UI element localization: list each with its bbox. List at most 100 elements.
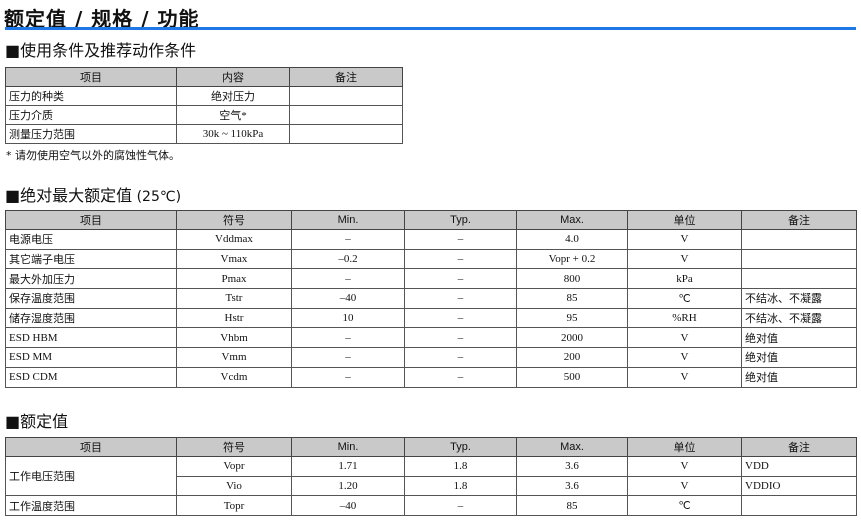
column-header: 备注: [741, 210, 857, 230]
table-cell: –: [404, 366, 517, 388]
table-row: ESD CDM Vcdm – –500 V 绝对值: [5, 366, 857, 388]
table-cell: –: [291, 347, 405, 368]
table-cell: V: [627, 327, 742, 349]
column-header: Min.: [291, 437, 405, 457]
table-cell: 空气*: [176, 105, 290, 125]
table-cell: Vmm: [176, 347, 292, 368]
table-cell: ESD CDM: [5, 366, 177, 388]
table-cell: V: [627, 456, 742, 477]
table-cell: Topr: [176, 495, 292, 517]
table-row: ESD MM Vmm – –200 V 绝对值: [5, 347, 857, 368]
table-cell: ESD MM: [5, 347, 177, 368]
table-cell: –: [291, 327, 405, 349]
table-cell: –: [404, 248, 517, 270]
table-cell: %RH: [627, 307, 742, 329]
table-cell: Vmax: [176, 248, 292, 270]
table-cell: 2000: [516, 327, 628, 349]
table-cell: 1.8: [404, 475, 517, 497]
table-row: 测量压力范围 30k ~ 110kPa: [5, 124, 403, 144]
table-cell: 最大外加压力: [5, 268, 177, 290]
table-cell: ℃: [627, 495, 742, 517]
table-cell: 绝对压力: [176, 86, 290, 106]
table-cell: 1.20: [291, 475, 405, 497]
table-cell: [741, 495, 857, 517]
table-cell: 压力介质: [5, 105, 177, 125]
table-cell: 85: [516, 495, 628, 517]
column-header: 备注: [741, 437, 857, 457]
table-cell: [741, 229, 857, 250]
table-row: 工作温度范围 Topr –40–85 ℃: [5, 495, 857, 517]
table-row: 保存温度范围 Tstr –40–85 ℃ 不结冰、不凝露: [5, 288, 857, 309]
table-cell: –: [291, 268, 405, 290]
column-header: Max.: [516, 437, 628, 457]
table-cell: Vhbm: [176, 327, 292, 349]
table-cell: 其它端子电压: [5, 248, 177, 270]
table-cell: 测量压力范围: [5, 124, 177, 144]
table-cell: V: [627, 229, 742, 250]
column-header: 内容: [176, 67, 290, 87]
column-header: 项目: [5, 210, 177, 230]
absolute-max-ratings-table: 项目 符号 Min. Typ. Max. 单位 备注 电源电压 Vddmax – –4.0 V 其它端…: [5, 210, 857, 388]
table-cell: –: [404, 495, 517, 517]
table-row: 压力介质 空气*: [5, 105, 403, 125]
table-cell: 绝对值: [741, 366, 857, 388]
table-cell: [289, 105, 403, 125]
table-cell: [741, 248, 857, 270]
table-cell: 200: [516, 347, 628, 368]
title-underline: [5, 27, 856, 30]
table-cell: Pmax: [176, 268, 292, 290]
column-header: 符号: [176, 210, 292, 230]
table-cell: [741, 268, 857, 290]
column-header: 备注: [289, 67, 403, 87]
table-cell: VDDIO: [741, 475, 857, 497]
table-cell: Vddmax: [176, 229, 292, 250]
table-cell: 800: [516, 268, 628, 290]
table-cell: V: [627, 475, 742, 497]
section-heading-ratings: ■额定值: [5, 412, 69, 431]
ratings-table: 项目 符号 Min. Typ. Max. 单位 备注 工作电压范围 Vopr 1.71 1.8 3.…: [5, 437, 857, 517]
table-row: 电源电压 Vddmax – –4.0 V: [5, 229, 857, 250]
table-cell: [289, 124, 403, 144]
column-header: Typ.: [404, 437, 517, 457]
table-cell: 储存湿度范围: [5, 307, 177, 329]
table-cell: 压力的种类: [5, 86, 177, 106]
table-cell: 1.71: [291, 456, 405, 477]
table-row: Vio 1.20 1.8 3.6 V VDDIO: [6, 475, 857, 497]
table-cell: 工作温度范围: [5, 495, 177, 517]
table-cell: 10: [291, 307, 405, 329]
table-cell: 3.6: [516, 456, 628, 477]
table-cell: –: [404, 288, 517, 309]
table-row: 其它端子电压 Vmax –0.2– Vopr + 0.2 V: [5, 248, 857, 270]
table-cell: kPa: [627, 268, 742, 290]
section-heading-operating-conditions: ■使用条件及推荐动作条件: [5, 41, 197, 60]
table-cell: ℃: [627, 288, 742, 309]
table-cell: Hstr: [176, 307, 292, 329]
table-cell: V: [627, 366, 742, 388]
table-cell: V: [627, 347, 742, 368]
table-cell: –: [291, 366, 405, 388]
table-cell: Vcdm: [176, 366, 292, 388]
table-cell: –: [404, 229, 517, 250]
table-cell: 工作电压范围: [5, 455, 177, 497]
table-cell: Vio: [176, 475, 292, 497]
table-row: ESD HBM Vhbm – –2000 V 绝对值: [5, 327, 857, 349]
table-cell: –0.2: [291, 248, 405, 270]
table-row: 压力的种类 绝对压力: [5, 86, 403, 106]
table-cell: 85: [516, 288, 628, 309]
table-cell: –: [291, 229, 405, 250]
table-cell: 绝对值: [741, 347, 857, 368]
heading-suffix: (25℃): [132, 189, 182, 205]
section-heading-absolute-max: ■绝对最大额定值 (25℃): [5, 182, 181, 206]
column-header: 项目: [5, 437, 177, 457]
table-cell: –40: [291, 495, 405, 517]
table-cell: Vopr + 0.2: [516, 248, 628, 270]
table-cell: 绝对值: [741, 327, 857, 349]
column-header: 单位: [627, 210, 742, 230]
table-cell: 95: [516, 307, 628, 329]
table-cell: 1.8: [404, 456, 517, 477]
column-header: Max.: [516, 210, 628, 230]
footnote: * 请勿使用空气以外的腐蚀性气体。: [6, 149, 180, 162]
table-cell: 500: [516, 366, 628, 388]
column-header: Min.: [291, 210, 405, 230]
operating-conditions-table: 项目 内容 备注 压力的种类 绝对压力 压力介质 空气* 测量压力范围 30k ~ 110kP…: [5, 67, 403, 144]
